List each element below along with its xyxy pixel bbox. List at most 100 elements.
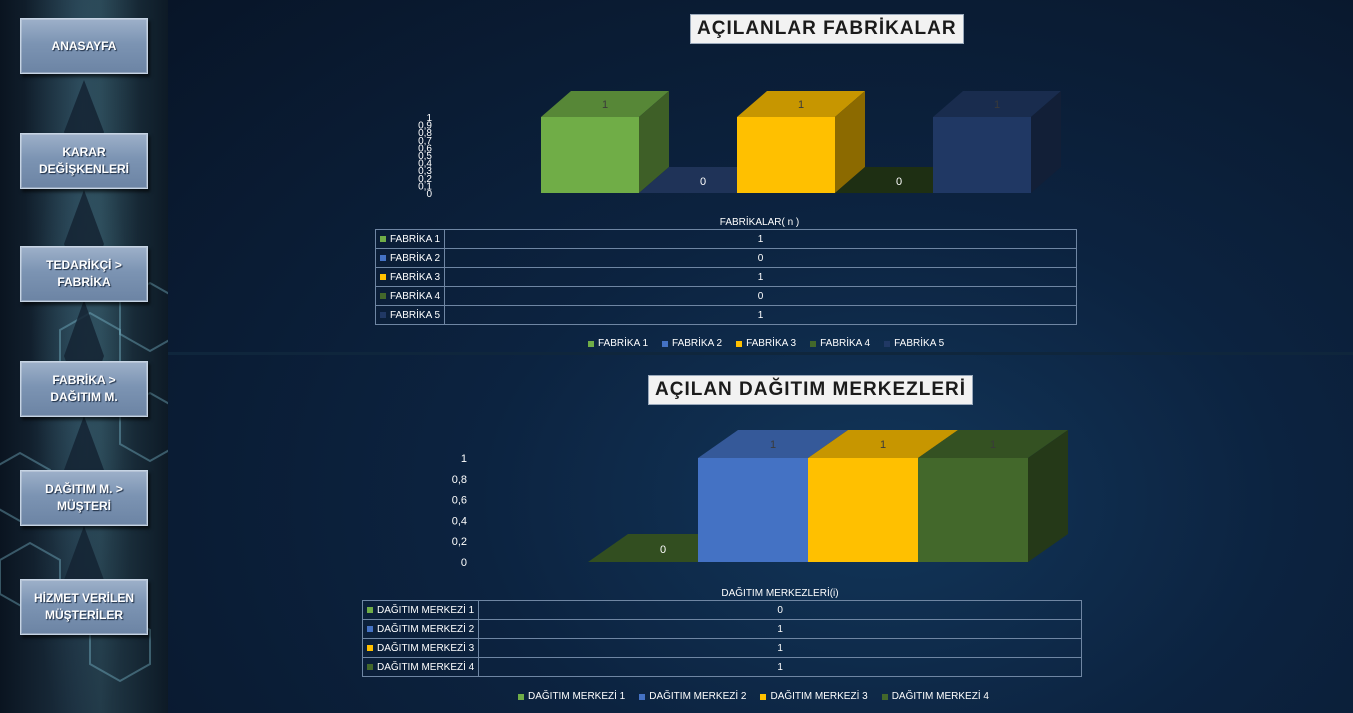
y-tick-label: 0,1	[418, 181, 432, 192]
data-label: 1	[798, 99, 804, 111]
y-tick-label: 0,4	[452, 515, 467, 527]
row-category-label: DAĞITIM MERKEZİ 1	[377, 604, 475, 616]
nav-button-1[interactable]: ANASAYFA	[20, 18, 148, 74]
legend-swatch	[367, 644, 373, 651]
y-tick-label: 1	[426, 113, 432, 124]
legend-label: FABRİKA 5	[894, 338, 945, 349]
legend-item: FABRİKA 3	[736, 338, 796, 349]
data-label: 1	[880, 439, 886, 451]
data-table-distribution-centers: DAĞITIM MERKEZİ 1 0 DAĞITIM MERKEZİ 2 1 DAĞI…	[361, 600, 1082, 677]
row-value: 0	[444, 248, 1077, 268]
legend-swatch	[810, 340, 817, 347]
y-tick-label: 1	[461, 453, 467, 465]
data-label: 0	[896, 176, 902, 188]
row-value: 1	[444, 305, 1077, 325]
bar-4	[835, 167, 963, 193]
x-axis-title-factories: FABRİKALAR( n )	[719, 217, 800, 228]
row-value: 1	[444, 229, 1077, 249]
legend-swatch	[367, 663, 373, 670]
legend-swatch	[884, 340, 891, 347]
bar-4	[918, 430, 1068, 562]
row-value: 1	[444, 267, 1077, 287]
legend-swatch	[639, 693, 646, 700]
legend-factories: FABRİKA 1 FABRİKA 2 FABRİKA 3 FABRİKA 4 FABR…	[588, 338, 958, 349]
row-value: 1	[478, 619, 1082, 639]
legend-label: FABRİKA 4	[820, 338, 871, 349]
y-tick-label: 0	[461, 557, 467, 569]
legend-swatch	[367, 606, 373, 613]
y-tick-label: 0,7	[418, 136, 432, 147]
bar-2	[639, 167, 767, 193]
chart-title-distribution-centers: AÇILAN DAĞITIM MERKEZLERİ	[648, 375, 974, 405]
legend-label: DAĞITIM MERKEZİ 1	[528, 691, 626, 702]
data-label: 0	[660, 544, 666, 556]
legend-swatch	[380, 254, 386, 261]
row-category-label: FABRİKA 5	[390, 309, 441, 321]
legend-swatch	[380, 311, 386, 318]
row-value: 0	[478, 600, 1082, 620]
legend-item: DAĞITIM MERKEZİ 3	[760, 691, 868, 702]
legend-label: DAĞITIM MERKEZİ 4	[891, 691, 989, 702]
y-tick-label: 0,6	[418, 143, 432, 154]
bar-5	[933, 91, 1061, 193]
legend-item: DAĞITIM MERKEZİ 1	[518, 691, 625, 702]
y-tick-label: 0,8	[418, 128, 432, 139]
legend-swatch	[518, 693, 524, 700]
legend-swatch	[588, 340, 594, 347]
legend-swatch	[367, 625, 373, 632]
legend-swatch	[380, 292, 386, 299]
legend-item: FABRİKA 1	[588, 338, 648, 349]
x-axis-title-distribution-centers: DAĞITIM MERKEZLERİ(i)	[721, 588, 839, 599]
row-value: 1	[478, 638, 1082, 658]
legend-swatch	[760, 693, 767, 700]
row-value: 1	[478, 657, 1082, 677]
data-label: 1	[994, 99, 1000, 111]
row-category-label: DAĞITIM MERKEZİ 2	[377, 623, 475, 635]
legend-swatch	[881, 693, 888, 700]
legend-item: FABRİKA 5	[884, 338, 944, 349]
y-tick-label: 0,4	[418, 159, 432, 170]
nav-button-4[interactable]: FABRİKA > DAĞITIM M.	[20, 361, 148, 417]
bar-3	[737, 91, 865, 193]
row-category-label: FABRİKA 3	[390, 271, 441, 283]
chart-title-factories: AÇILANLAR FABRİKALAR	[690, 14, 964, 44]
legend-swatch	[662, 340, 669, 347]
y-tick-label: 0,3	[418, 166, 432, 177]
nav-button-2[interactable]: KARAR DEĞİŞKENLERİ	[20, 133, 148, 189]
data-label: 1	[770, 439, 776, 451]
row-category-label: DAĞITIM MERKEZİ 4	[377, 661, 475, 673]
legend-label: DAĞITIM MERKEZİ 2	[649, 691, 747, 702]
row-category-label: FABRİKA 4	[390, 290, 441, 302]
row-category-label: FABRİKA 2	[390, 252, 441, 264]
y-tick-label: 0,2	[452, 536, 467, 548]
nav-button-6[interactable]: HİZMET VERİLEN MÜŞTERİLER	[20, 579, 148, 635]
nav-button-5[interactable]: DAĞITIM M. > MÜŞTERİ	[20, 470, 148, 526]
y-tick-label: 0,8	[452, 474, 467, 486]
nav-button-3[interactable]: TEDARİKÇİ > FABRİKA	[20, 246, 148, 302]
row-category-label: FABRİKA 1	[390, 233, 441, 245]
panel-divider	[168, 352, 1353, 355]
legend-label: FABRİKA 1	[598, 338, 649, 349]
legend-item: FABRİKA 4	[810, 338, 870, 349]
y-tick-label: 0,6	[452, 495, 467, 507]
y-tick-label: 0,2	[418, 174, 432, 185]
legend-swatch	[380, 235, 386, 242]
row-value: 0	[444, 286, 1077, 306]
legend-distribution-centers: DAĞITIM MERKEZİ 1 DAĞITIM MERKEZİ 2 DAĞITI…	[518, 691, 1003, 702]
data-label: 1	[990, 439, 996, 451]
distribution-centers-bar-chart: 0 0,2 0,4 0,6 0,8 1 0 1 1 1	[452, 430, 1068, 569]
legend-label: FABRİKA 3	[746, 338, 797, 349]
legend-item: FABRİKA 2	[662, 338, 722, 349]
y-tick-label: 0,9	[418, 121, 432, 132]
data-label: 1	[602, 99, 608, 111]
